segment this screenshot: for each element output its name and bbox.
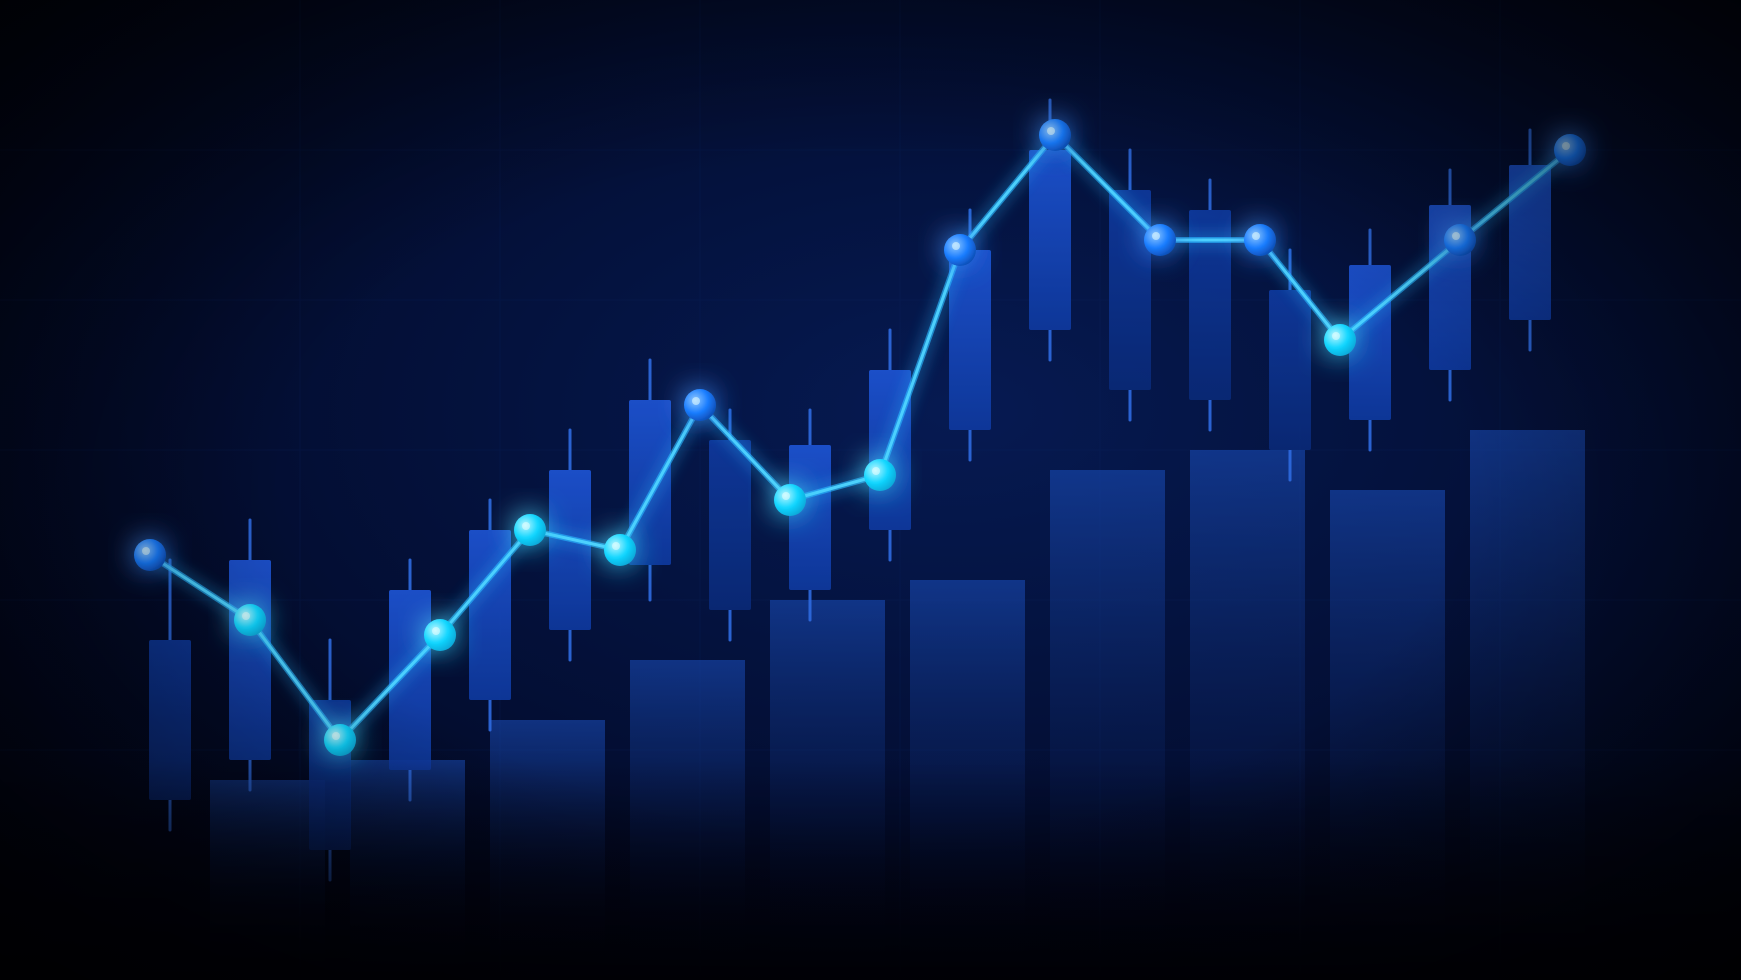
chart-canvas — [0, 0, 1741, 980]
vignette — [0, 0, 1741, 980]
financial-chart — [0, 0, 1741, 980]
